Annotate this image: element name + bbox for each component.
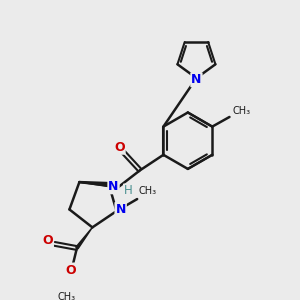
Text: O: O bbox=[42, 234, 53, 247]
Text: CH₃: CH₃ bbox=[58, 292, 76, 300]
Text: O: O bbox=[66, 263, 76, 277]
Text: N: N bbox=[191, 73, 202, 86]
Text: CH₃: CH₃ bbox=[139, 187, 157, 196]
Polygon shape bbox=[80, 182, 119, 188]
Text: O: O bbox=[114, 141, 125, 154]
Text: CH₃: CH₃ bbox=[233, 106, 251, 116]
Text: N: N bbox=[108, 180, 119, 193]
Text: N: N bbox=[116, 203, 126, 216]
Polygon shape bbox=[76, 227, 92, 249]
Text: H: H bbox=[124, 184, 133, 197]
